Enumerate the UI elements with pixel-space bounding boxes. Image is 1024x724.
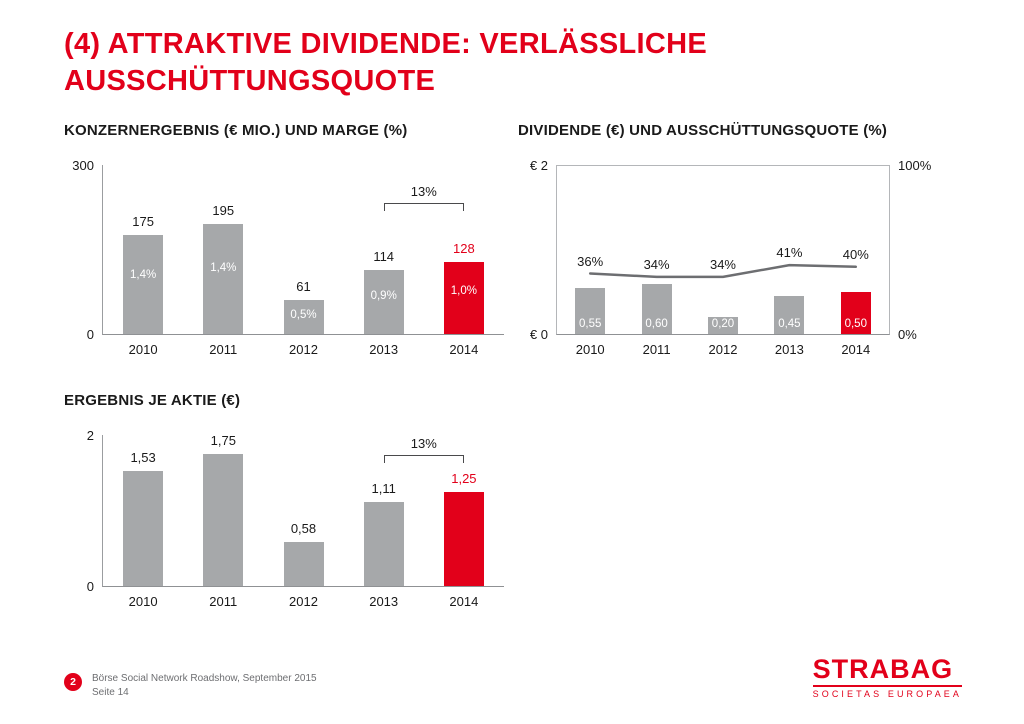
bar-2011 [203, 224, 244, 334]
y-tick-left-max: € 2 [529, 158, 548, 173]
x-tick-label-2014: 2014 [449, 594, 479, 609]
footer-line2: Seite 14 [92, 687, 129, 698]
bar-inner-label: 0,55 [578, 318, 602, 330]
payout-point-label: 34% [643, 256, 670, 272]
y-axis-dividende-left: € 2 € 0 [518, 158, 556, 342]
bar-inner-label: 1,4% [210, 261, 237, 274]
bar-value-label: 61 [296, 278, 311, 294]
x-tick-label-2013: 2013 [774, 342, 804, 357]
strabag-logo-name: STRABAG [812, 654, 954, 684]
chart-ergebnis-je-aktie-plot-row: 2 0 2010 1,53 2011 1,75 2012 0,58 2013 1,11 2014… [64, 428, 516, 609]
y-tick-right-max: 100% [898, 158, 932, 173]
x-tick-label-2013: 2013 [369, 342, 399, 357]
bar-inner-label: 0,45 [778, 318, 801, 330]
bar-value-label: 1,11 [371, 481, 396, 497]
x-tick-label-2010: 2010 [575, 342, 605, 357]
bar-inner-label: 1,0% [450, 285, 477, 298]
slide-title: (4) ATTRAKTIVE DIVIDENDE: VERLÄSSLICHE A… [64, 26, 904, 100]
bar-2012 [283, 299, 324, 334]
change-bracket-label: 13% [410, 184, 437, 199]
plot-area-ergebnis: 2010 1,53 2011 1,75 2012 0,58 2013 1,11 2014 1,25… [102, 432, 504, 609]
bar-inner-label: 1,4% [129, 268, 157, 281]
plot-area-dividende: 2010 0,55 2011 0,60 2012 0,20 2013 0,45 2014 0,50… [556, 165, 890, 357]
y-axis-konzernergebnis: 300 0 [64, 158, 102, 342]
y-tick-max: 2 [86, 428, 94, 443]
bar-inner-label: 0,20 [711, 318, 735, 330]
strabag-logo: STRABAG SOCIETAS EUROPAEA [812, 654, 962, 699]
bar-inner-label: 0,5% [290, 308, 317, 321]
y-tick-left-min: € 0 [529, 327, 548, 342]
x-tick-label-2014: 2014 [841, 342, 871, 357]
bar-2014 [443, 261, 484, 334]
bar-2010 [123, 470, 164, 586]
bar-value-label: 195 [212, 203, 235, 219]
chart-konzernergebnis-plot-row: 300 0 2010 175 1,4% 2011 195 1,4% 2012 61 0,5% 20… [64, 158, 516, 357]
bar-value-label: 128 [453, 240, 475, 256]
bar-2010 [123, 235, 164, 334]
chart-dividende-title: DIVIDENDE (€) UND AUSSCHÜTTUNGSQUOTE (%) [518, 122, 888, 139]
bar-value-label: 1,25 [451, 470, 477, 486]
payout-point-label: 40% [842, 246, 869, 262]
change-bracket [383, 203, 464, 211]
chart-dividende: DIVIDENDE (€) UND AUSSCHÜTTUNGSQUOTE (%)… [518, 122, 984, 357]
page-number-badge: 2 [64, 673, 82, 691]
y-tick-right-min: 0% [898, 327, 917, 342]
slide-title-line2: AUSSCHÜTTUNGSQUOTE [64, 65, 436, 98]
bar-inner-label: 0,50 [844, 318, 867, 330]
y-axis-ergebnis: 2 0 [64, 428, 102, 594]
bar-2013 [774, 296, 805, 334]
bar-2012 [708, 317, 738, 334]
x-tick-label-2012: 2012 [708, 342, 738, 357]
x-tick-label-2011: 2011 [209, 594, 238, 609]
chart-ergebnis-je-aktie-title: ERGEBNIS JE AKTIE (€) [64, 392, 241, 409]
bar-value-label: 1,53 [130, 449, 156, 465]
change-bracket [383, 455, 464, 463]
bar-value-label: 0,58 [290, 521, 317, 537]
bar-inner-label: 0,60 [645, 318, 668, 330]
x-tick-label-2012: 2012 [289, 594, 318, 609]
footer-text: Börse Social Network Roadshow, September… [92, 672, 317, 700]
payout-ratio-line [588, 263, 858, 279]
payout-point-label: 41% [776, 245, 803, 261]
bar-2014 [443, 491, 484, 586]
x-tick-label-2010: 2010 [128, 342, 158, 357]
x-tick-label-2013: 2013 [369, 594, 399, 609]
y-axis-dividende-right: 100% 0% [890, 158, 936, 342]
chart-konzernergebnis: KONZERNERGEBNIS (€ MIO.) UND MARGE (%) 3… [64, 122, 516, 357]
x-tick-label-2011: 2011 [642, 342, 671, 357]
payout-point-label: 34% [709, 256, 736, 272]
bar-value-label: 114 [373, 248, 395, 264]
x-tick-label-2014: 2014 [449, 342, 479, 357]
bar-2014 [840, 292, 871, 334]
chart-dividende-plot-row: € 2 € 0 2010 0,55 2011 0,60 2012 0,20 2013 0,45… [518, 158, 984, 357]
y-tick-max: 300 [72, 158, 94, 173]
bar-2010 [575, 287, 606, 334]
bar-value-label: 175 [132, 214, 154, 230]
bar-2013 [363, 269, 404, 334]
payout-point-label: 36% [577, 253, 604, 269]
footer-line1: Börse Social Network Roadshow, September… [92, 673, 317, 684]
x-tick-label-2012: 2012 [289, 342, 318, 357]
chart-konzernergebnis-title: KONZERNERGEBNIS (€ MIO.) UND MARGE (%) [64, 122, 408, 139]
bar-2011 [641, 283, 672, 334]
strabag-logo-subtitle: SOCIETAS EUROPAEA [812, 685, 962, 699]
bar-2011 [203, 453, 244, 586]
bar-value-label: 1,75 [210, 432, 236, 448]
bar-2012 [283, 542, 324, 586]
x-tick-label-2010: 2010 [128, 594, 158, 609]
footer: 2 Börse Social Network Roadshow, Septemb… [64, 672, 317, 700]
plot-area-konzernergebnis: 2010 175 1,4% 2011 195 1,4% 2012 61 0,5% 2013 114 0… [102, 165, 504, 357]
bar-2013 [363, 502, 404, 586]
y-tick-min: 0 [86, 327, 94, 342]
y-tick-min: 0 [86, 579, 94, 594]
chart-ergebnis-je-aktie: ERGEBNIS JE AKTIE (€) 2 0 2010 1,53 2011 1,… [64, 392, 516, 609]
bar-inner-label: 0,9% [370, 290, 397, 303]
x-tick-label-2011: 2011 [209, 342, 238, 357]
slide-title-line1: (4) ATTRAKTIVE DIVIDENDE: VERLÄSSLICHE [64, 28, 707, 60]
change-bracket-label: 13% [410, 436, 437, 451]
